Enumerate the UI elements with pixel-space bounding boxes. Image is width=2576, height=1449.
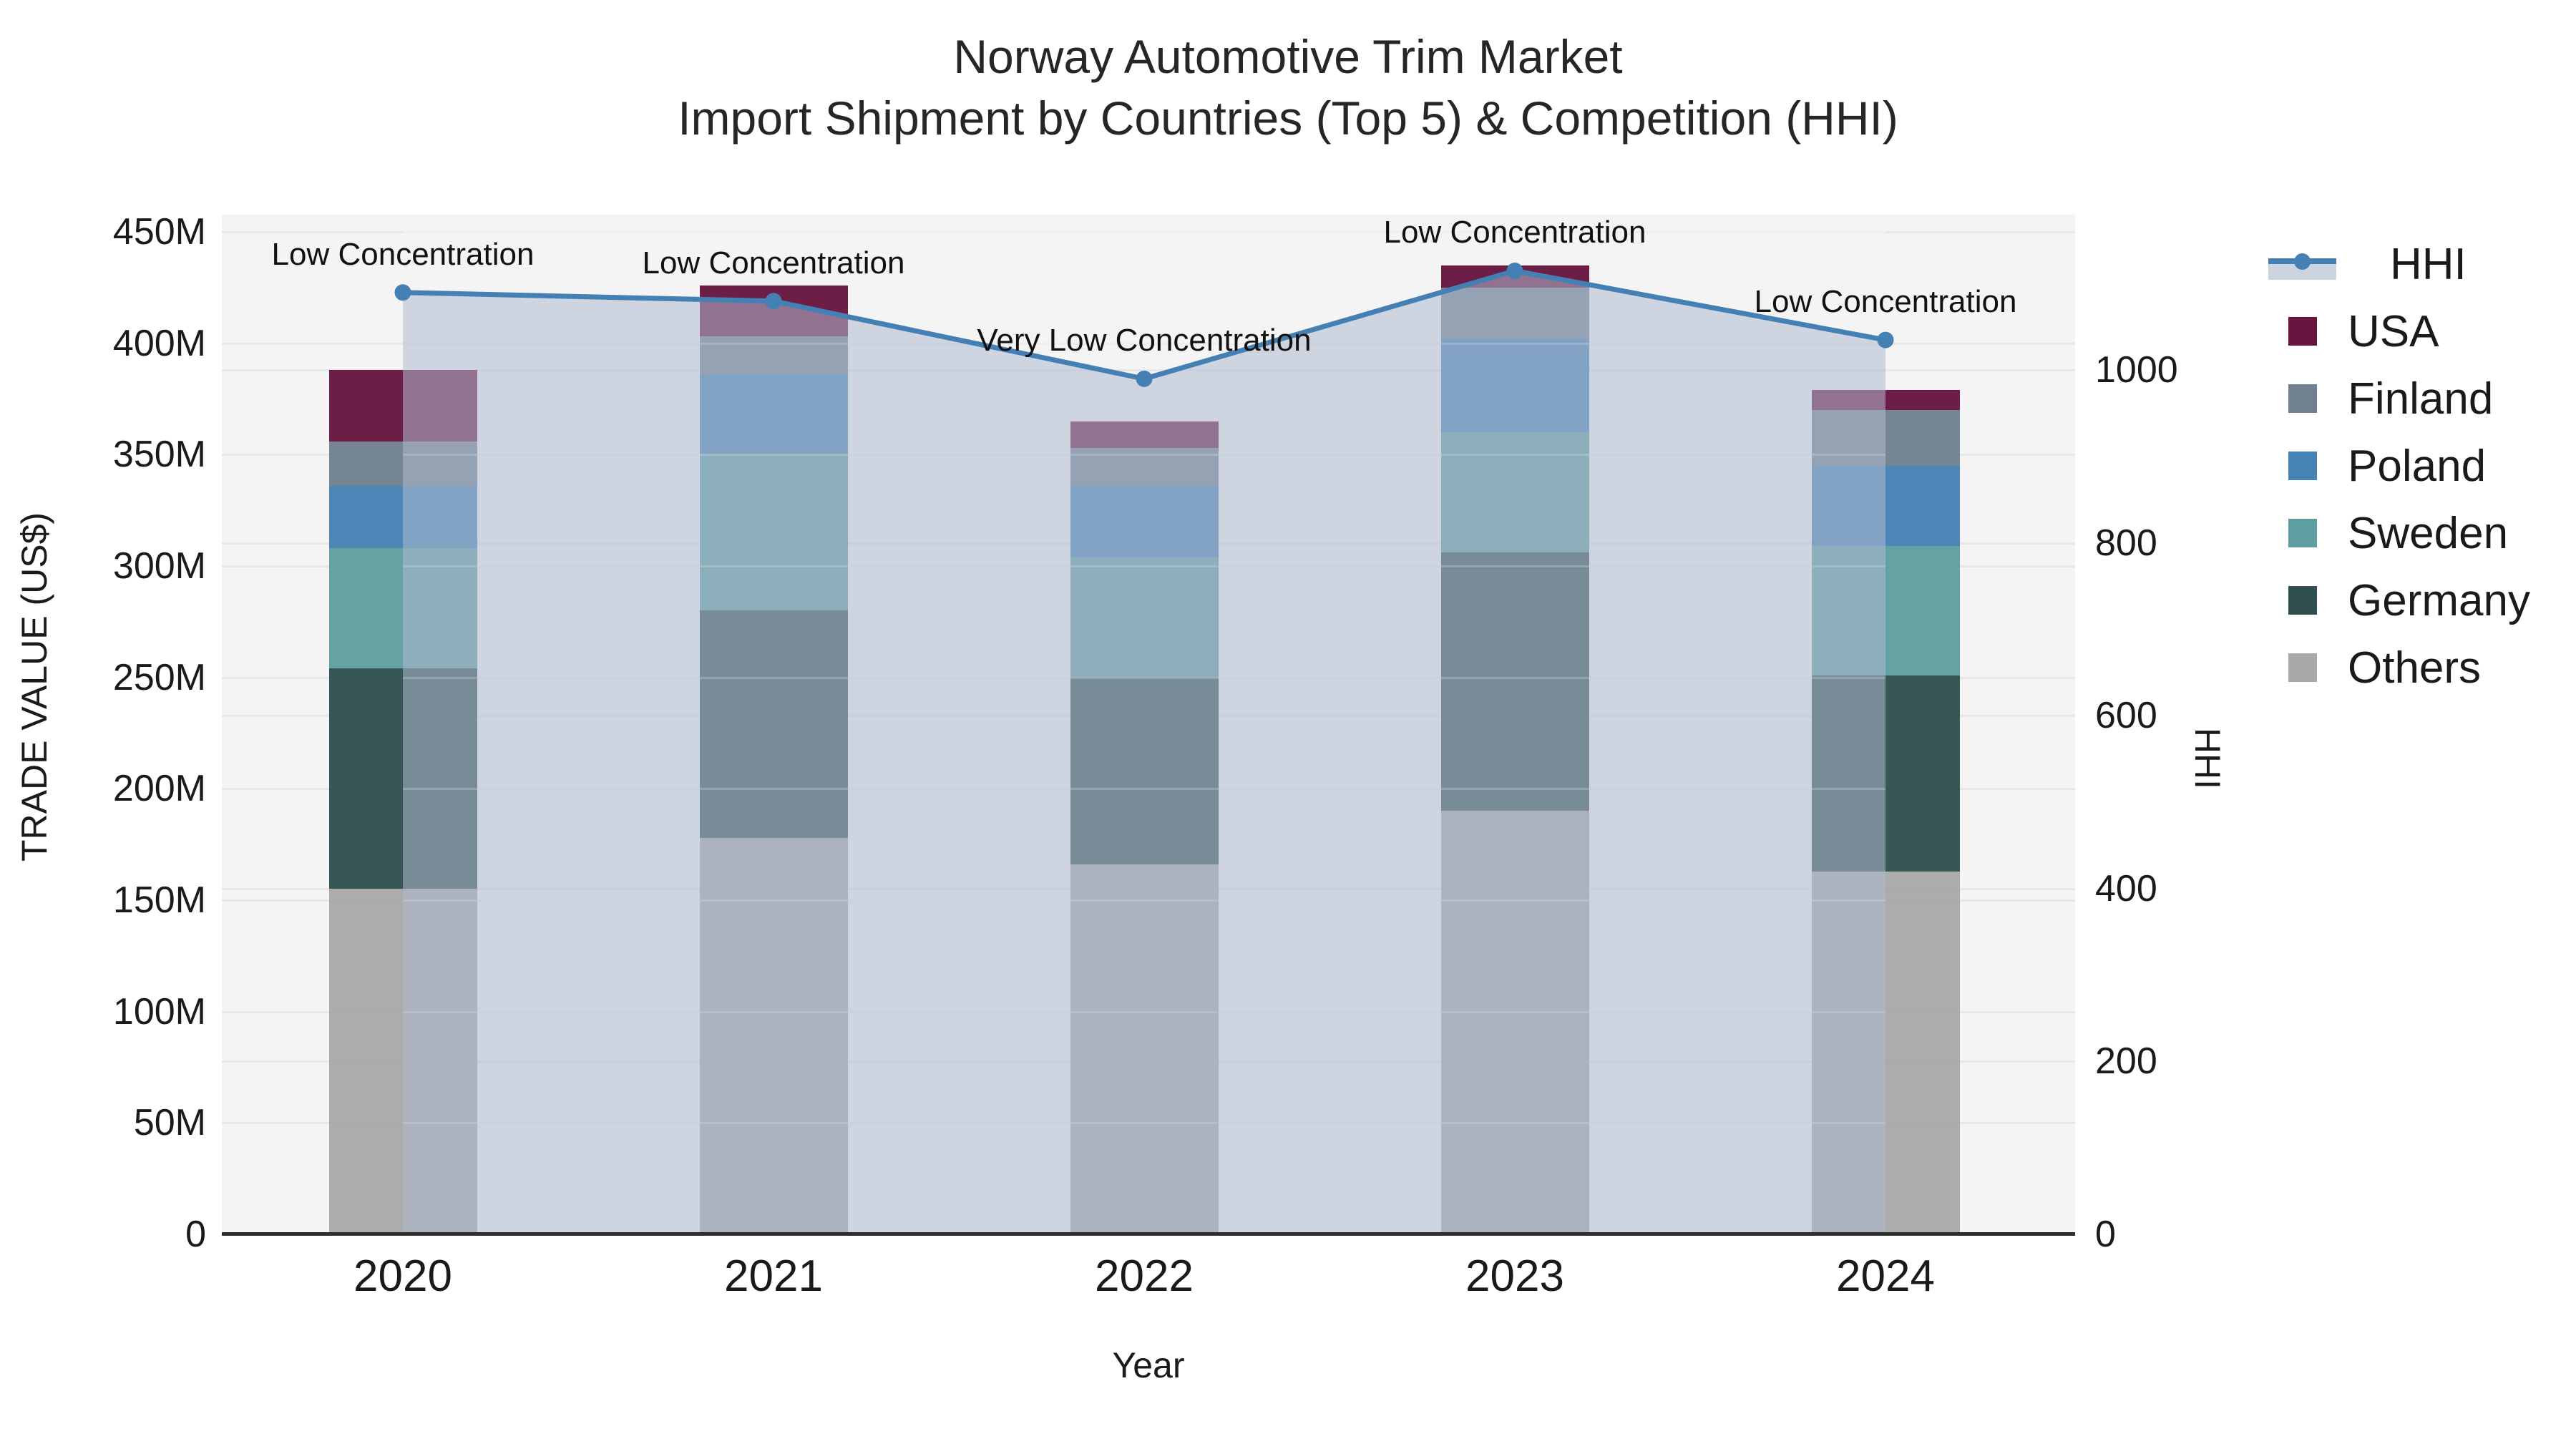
annotations-layer: Low Concentration Low Concentration Very L…: [222, 215, 2075, 1234]
hhi-marker-2020: [394, 284, 411, 301]
hhi-marker-2024: [1877, 331, 1894, 348]
legend-item-finland: Finland: [2268, 365, 2530, 432]
legend-item-germany: Germany: [2268, 567, 2530, 634]
legend-label-usa: USA: [2348, 306, 2439, 356]
area-gridline: [403, 230, 1885, 233]
legend-label-sweden: Sweden: [2348, 508, 2509, 558]
x-axis-label: Year: [1112, 1345, 1185, 1385]
legend-swatch-poland: [2288, 452, 2317, 480]
legend-label-others: Others: [2348, 643, 2482, 693]
legend-item-poland: Poland: [2268, 432, 2530, 499]
plot-area: Low Concentration Low Concentration Very L…: [222, 215, 2075, 1236]
chart-title-line1: Norway Automotive Trim Market: [953, 30, 1623, 83]
left-tick-200M: 200M: [112, 768, 206, 810]
legend-label-finland: Finland: [2348, 374, 2494, 424]
hhi-legend-sample-icon: [2268, 247, 2336, 281]
annotation-2024: Low Concentration: [1754, 284, 2017, 320]
left-tick-450M: 450M: [112, 210, 206, 253]
gridline-trade-400M: [222, 342, 2075, 345]
annotation-2022: Very Low Concentration: [977, 323, 1312, 358]
right-tick-200: 200: [2095, 1040, 2157, 1083]
left-tick-50M: 50M: [133, 1102, 206, 1144]
right-tick-800: 800: [2095, 522, 2157, 564]
area-gridline: [403, 342, 1885, 345]
left-axis-label: TRADE VALUE (US$): [14, 512, 54, 862]
legend-item-others: Others: [2268, 634, 2530, 701]
chart-title-line2: Import Shipment by Countries (Top 5) & C…: [678, 92, 1898, 145]
left-tick-250M: 250M: [112, 656, 206, 698]
legend-label-hhi: HHI: [2390, 239, 2467, 289]
annotation-2020: Low Concentration: [271, 236, 535, 272]
annotation-2021: Low Concentration: [642, 245, 905, 280]
x-axis-spine: [222, 1232, 2075, 1236]
left-tick-150M: 150M: [112, 879, 206, 921]
legend-label-germany: Germany: [2348, 575, 2530, 625]
hhi-marker-2023: [1506, 263, 1523, 279]
legend: HHI USA Finland Poland Sweden Germany Others: [2268, 230, 2530, 701]
gridline-trade-450M: [222, 230, 2075, 233]
legend-swatch-usa: [2288, 317, 2317, 346]
right-tick-1000: 1000: [2095, 349, 2178, 391]
left-tick-350M: 350M: [112, 434, 206, 476]
x-tick-2022: 2022: [1095, 1252, 1194, 1301]
legend-swatch-finland: [2288, 384, 2317, 413]
x-tick-2023: 2023: [1465, 1252, 1564, 1301]
left-tick-100M: 100M: [112, 990, 206, 1033]
legend-item-hhi: HHI: [2268, 230, 2530, 298]
annotation-2023: Low Concentration: [1383, 215, 1646, 250]
x-tick-2024: 2024: [1836, 1252, 1935, 1301]
right-axis-label: HHI: [2187, 727, 2228, 790]
legend-swatch-sweden: [2288, 519, 2317, 547]
left-tick-300M: 300M: [112, 545, 206, 587]
gridline-hhi-1000: [222, 369, 2075, 372]
x-tick-2020: 2020: [353, 1252, 452, 1301]
right-tick-400: 400: [2095, 867, 2157, 909]
legend-item-sweden: Sweden: [2268, 499, 2530, 567]
hhi-legend-marker-dot: [2294, 253, 2311, 270]
hhi-marker-2022: [1136, 370, 1153, 387]
left-tick-0: 0: [185, 1214, 206, 1255]
x-tick-2021: 2021: [724, 1252, 823, 1301]
right-tick-0: 0: [2095, 1214, 2116, 1255]
hhi-area-fill: [403, 270, 1885, 1234]
legend-swatch-germany: [2288, 586, 2317, 615]
right-tick-600: 600: [2095, 695, 2157, 737]
hhi-marker-2021: [765, 293, 782, 310]
left-tick-400M: 400M: [112, 322, 206, 364]
legend-label-poland: Poland: [2348, 441, 2487, 491]
legend-swatch-others: [2288, 653, 2317, 682]
hhi-line-layer: [394, 263, 1894, 1234]
legend-item-usa: USA: [2268, 298, 2530, 365]
